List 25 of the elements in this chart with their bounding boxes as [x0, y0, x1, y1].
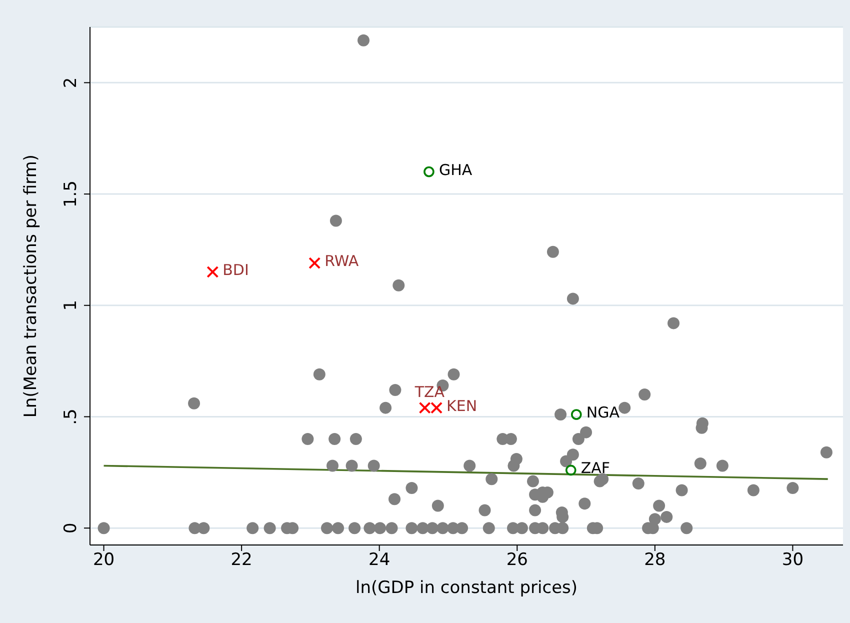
x-axis-title: ln(GDP in constant prices)	[355, 578, 578, 598]
point	[308, 257, 321, 270]
data-label: TZA	[414, 382, 446, 401]
y-tick-label: 0	[61, 522, 81, 534]
data-label: RWA	[324, 252, 360, 270]
y-tick-label: .5	[61, 408, 81, 425]
point	[565, 464, 576, 476]
data-label: NGA	[586, 404, 620, 422]
data-label: GHA	[438, 160, 473, 179]
x-tick-label: 20	[92, 550, 115, 570]
x-tick-label: 22	[230, 550, 252, 570]
y-axis-title: Ln(Mean transactions per firm)	[21, 154, 42, 418]
x-tick-label: 30	[782, 550, 804, 570]
point	[424, 166, 434, 178]
point	[570, 409, 582, 420]
x-tick-label: 28	[644, 550, 666, 570]
y-tick-label: 2	[61, 77, 81, 88]
x-tick-label: 26	[506, 550, 528, 570]
point	[206, 266, 219, 278]
data-label: BDI	[222, 260, 249, 279]
x-tick-label: 24	[368, 550, 390, 570]
y-tick-label: 1	[61, 300, 81, 311]
data-label: ZAF	[580, 459, 610, 478]
data-label: KEN	[446, 396, 478, 415]
y-tick-label: 1.5	[61, 180, 81, 208]
